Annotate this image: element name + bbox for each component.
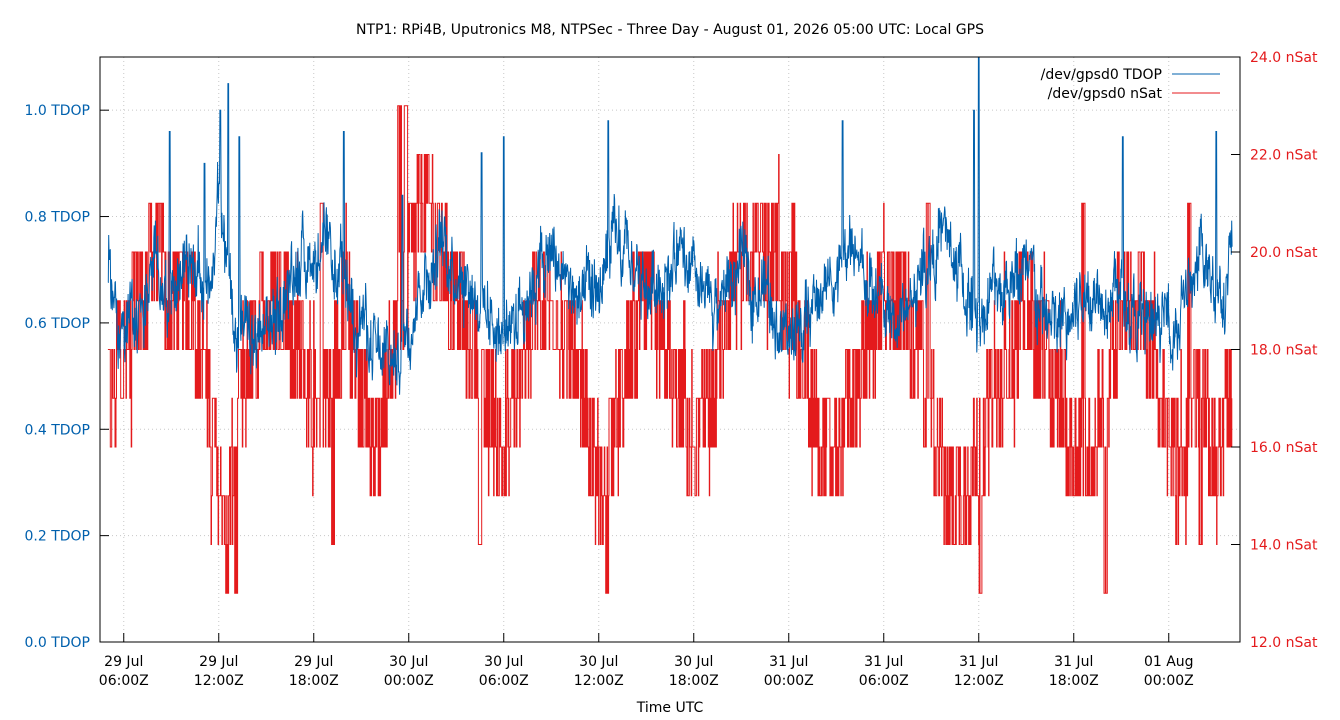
x-tick-label-time: 18:00Z [1049, 673, 1099, 689]
x-tick-label-time: 00:00Z [1144, 673, 1194, 689]
x-tick-label-time: 12:00Z [574, 673, 624, 689]
x-tick-label-time: 18:00Z [289, 673, 339, 689]
x-tick-label-date: 31 Jul [769, 654, 808, 670]
y-left-tick-label: 0.8 TDOP [24, 210, 90, 226]
y-left-tick-label: 0.4 TDOP [24, 422, 90, 438]
x-tick-label-time: 12:00Z [954, 673, 1004, 689]
series-layer [107, 56, 1233, 594]
x-tick-label-time: 00:00Z [384, 673, 434, 689]
x-tick-label-time: 06:00Z [479, 673, 529, 689]
x-tick-label-time: 00:00Z [764, 673, 814, 689]
series-nsat [107, 105, 1233, 594]
y-right-tick-label: 24.0 nSat [1250, 50, 1318, 66]
chart-title: NTP1: RPi4B, Uputronics M8, NTPSec - Thr… [356, 22, 984, 38]
axes: 0.0 TDOP 0.2 TDOP 0.4 TDOP 0.6 TDOP 0.8 TDOP… [24, 50, 1317, 689]
y-right-tick-label: 16.0 nSat [1250, 440, 1318, 456]
x-tick-label-time: 06:00Z [99, 673, 149, 689]
x-tick-label-time: 12:00Z [194, 673, 244, 689]
x-tick-label-date: 29 Jul [104, 654, 143, 670]
y-left-tick-label: 0.0 TDOP [24, 635, 90, 651]
x-tick-label-date: 31 Jul [959, 654, 998, 670]
x-tick-label-date: 30 Jul [389, 654, 428, 670]
y-right-tick-label: 20.0 nSat [1250, 245, 1318, 261]
x-tick-label-date: 29 Jul [294, 654, 333, 670]
y-right-tick-label: 12.0 nSat [1250, 635, 1318, 651]
series-tdop [107, 56, 1233, 395]
x-tick-label-date: 30 Jul [484, 654, 523, 670]
x-tick-label-date: 29 Jul [199, 654, 238, 670]
y-right-tick-label: 14.0 nSat [1250, 538, 1318, 554]
x-tick-label-time: 18:00Z [669, 673, 719, 689]
x-tick-label-date: 01 Aug [1144, 654, 1194, 670]
y-left-tick-label: 1.0 TDOP [24, 103, 90, 119]
y-right-tick-label: 22.0 nSat [1250, 148, 1318, 164]
x-tick-label-date: 30 Jul [579, 654, 618, 670]
y-left-tick-label: 0.2 TDOP [24, 529, 90, 545]
x-tick-label-date: 30 Jul [674, 654, 713, 670]
y-right-tick-label: 18.0 nSat [1250, 343, 1318, 359]
legend-label-nsat: /dev/gpsd0 nSat [1048, 86, 1163, 102]
x-tick-label-date: 31 Jul [1054, 654, 1093, 670]
legend-label-tdop: /dev/gpsd0 TDOP [1041, 67, 1162, 83]
x-tick-label-date: 31 Jul [864, 654, 903, 670]
x-axis-label: Time UTC [636, 700, 704, 716]
legend: /dev/gpsd0 TDOP /dev/gpsd0 nSat [1041, 67, 1220, 102]
x-tick-label-time: 06:00Z [859, 673, 909, 689]
y-left-tick-label: 0.6 TDOP [24, 316, 90, 332]
